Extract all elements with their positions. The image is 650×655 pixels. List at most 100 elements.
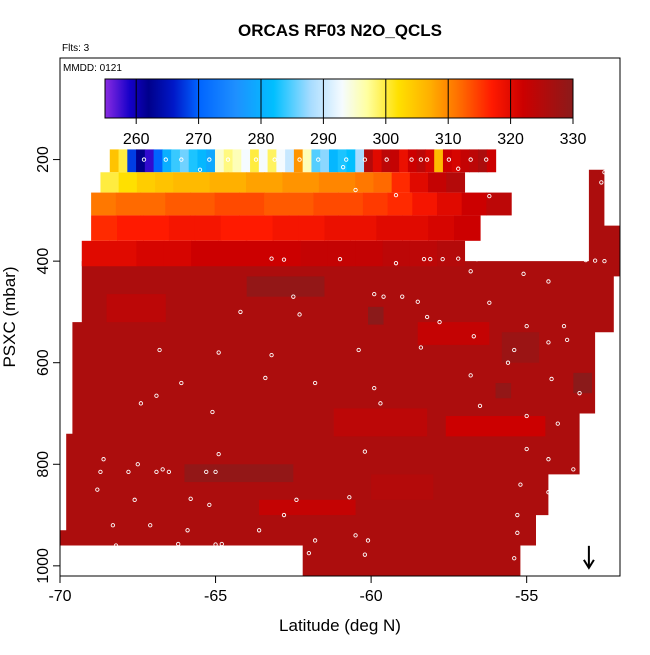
data-point <box>512 556 517 561</box>
heatmap-cell <box>91 215 118 241</box>
heatmap-cell <box>313 192 339 216</box>
data-point <box>546 457 551 462</box>
colorbar-tick-label: 260 <box>123 131 150 148</box>
heatmap-cell <box>142 215 170 241</box>
data-point <box>347 495 352 500</box>
data-point <box>521 271 526 276</box>
heatmap-cell <box>188 149 199 173</box>
data-point <box>306 550 312 556</box>
heatmap-cell <box>495 383 512 399</box>
data-point <box>256 528 262 533</box>
colorbar: 260 270 280 290 300 310 320 330 <box>104 78 586 148</box>
data-point <box>113 543 119 548</box>
heatmap-cell <box>118 149 128 173</box>
data-point <box>456 256 461 261</box>
heatmap-cell <box>189 192 216 216</box>
heatmap-cell <box>239 192 265 216</box>
heatmap-cell <box>428 215 455 241</box>
heatmap-cell <box>372 149 383 173</box>
mmdd-note: MMDD: 0121 <box>63 63 122 74</box>
data-point <box>210 409 215 415</box>
heatmap-cell <box>155 172 174 193</box>
data-point <box>381 294 386 299</box>
data-point <box>356 347 361 353</box>
heatmap-cell <box>109 149 120 173</box>
data-point <box>179 157 184 162</box>
heatmap-cell <box>320 149 330 173</box>
heatmap-cell <box>209 172 229 193</box>
heatmap-cell <box>173 172 193 193</box>
colorbar-tick-label: 320 <box>497 131 524 148</box>
heatmap-cell <box>412 192 438 216</box>
data-point <box>92 545 97 551</box>
heatmap-cell <box>454 215 481 241</box>
data-point <box>362 552 368 557</box>
heatmap-cell <box>264 192 290 216</box>
heatmap-cell <box>486 192 512 216</box>
heatmap-cell <box>311 149 321 173</box>
data-point <box>98 469 103 475</box>
heatmap-cell <box>179 149 190 173</box>
heatmap-cell <box>218 240 247 267</box>
data-point <box>281 257 287 262</box>
data-point <box>586 157 592 162</box>
data-point <box>602 426 607 431</box>
data-point <box>546 490 551 495</box>
data-point <box>487 300 492 305</box>
x-axis: -70 -65 -60 -55 <box>48 576 538 605</box>
heatmap-cell <box>417 322 490 345</box>
heatmap-cell <box>338 192 364 216</box>
heatmap-cell <box>409 240 438 267</box>
heatmap-cell <box>391 172 411 193</box>
data-point <box>213 469 218 475</box>
data-point <box>577 391 582 396</box>
colorbar-tick-label: 310 <box>435 131 462 148</box>
data-point <box>424 157 430 162</box>
heatmap-cell <box>451 149 462 173</box>
heatmap-cell <box>333 408 428 437</box>
heatmap-cell <box>272 215 300 241</box>
y-axis-label: PSXC (mbar) <box>0 266 19 367</box>
data-point <box>362 449 368 454</box>
heatmap-cell <box>163 240 192 267</box>
y-tick-label: 200 <box>35 146 52 173</box>
data-point <box>468 373 473 378</box>
data-point <box>571 467 576 472</box>
data-point <box>207 502 212 508</box>
data-point <box>524 323 529 329</box>
chart-title: ORCAS RF03 N2O_QCLS <box>238 21 442 40</box>
heatmap-cell <box>194 215 222 241</box>
x-tick-label: -60 <box>360 588 383 605</box>
data-point <box>549 157 554 162</box>
data-point <box>95 487 100 492</box>
heatmap-cell <box>355 172 375 193</box>
x-tick-label: -55 <box>515 588 538 605</box>
heatmap-cell <box>184 464 294 483</box>
heatmap-cell <box>232 149 242 173</box>
heatmap-cell <box>382 240 411 267</box>
heatmap-cell <box>373 172 393 193</box>
data-point <box>297 312 302 317</box>
data-point <box>362 157 368 162</box>
data-point <box>583 257 588 263</box>
observation-points <box>92 157 607 561</box>
heatmap-cell <box>300 172 320 193</box>
data-point <box>437 319 442 325</box>
data-point <box>160 467 165 472</box>
data-point <box>409 157 414 162</box>
heatmap-cell <box>282 172 302 193</box>
data-point <box>561 157 567 162</box>
heatmap-cell <box>246 215 274 241</box>
colorbar-gradient <box>104 78 574 119</box>
heatmap-cell <box>140 192 166 216</box>
flights-note: Flts: 3 <box>62 43 90 54</box>
heatmap-cell <box>368 306 384 325</box>
heatmap-cell <box>91 192 117 216</box>
heatmap-cell <box>288 192 315 216</box>
colorbar-tick-label: 290 <box>310 131 337 148</box>
heatmap-cell <box>425 149 435 173</box>
data-point <box>316 157 321 162</box>
data-point <box>512 157 517 162</box>
data-point <box>225 157 231 162</box>
plot-frame <box>59 57 621 577</box>
